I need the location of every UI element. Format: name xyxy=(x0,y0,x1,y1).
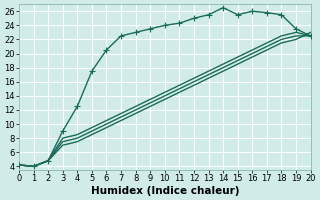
X-axis label: Humidex (Indice chaleur): Humidex (Indice chaleur) xyxy=(91,186,239,196)
